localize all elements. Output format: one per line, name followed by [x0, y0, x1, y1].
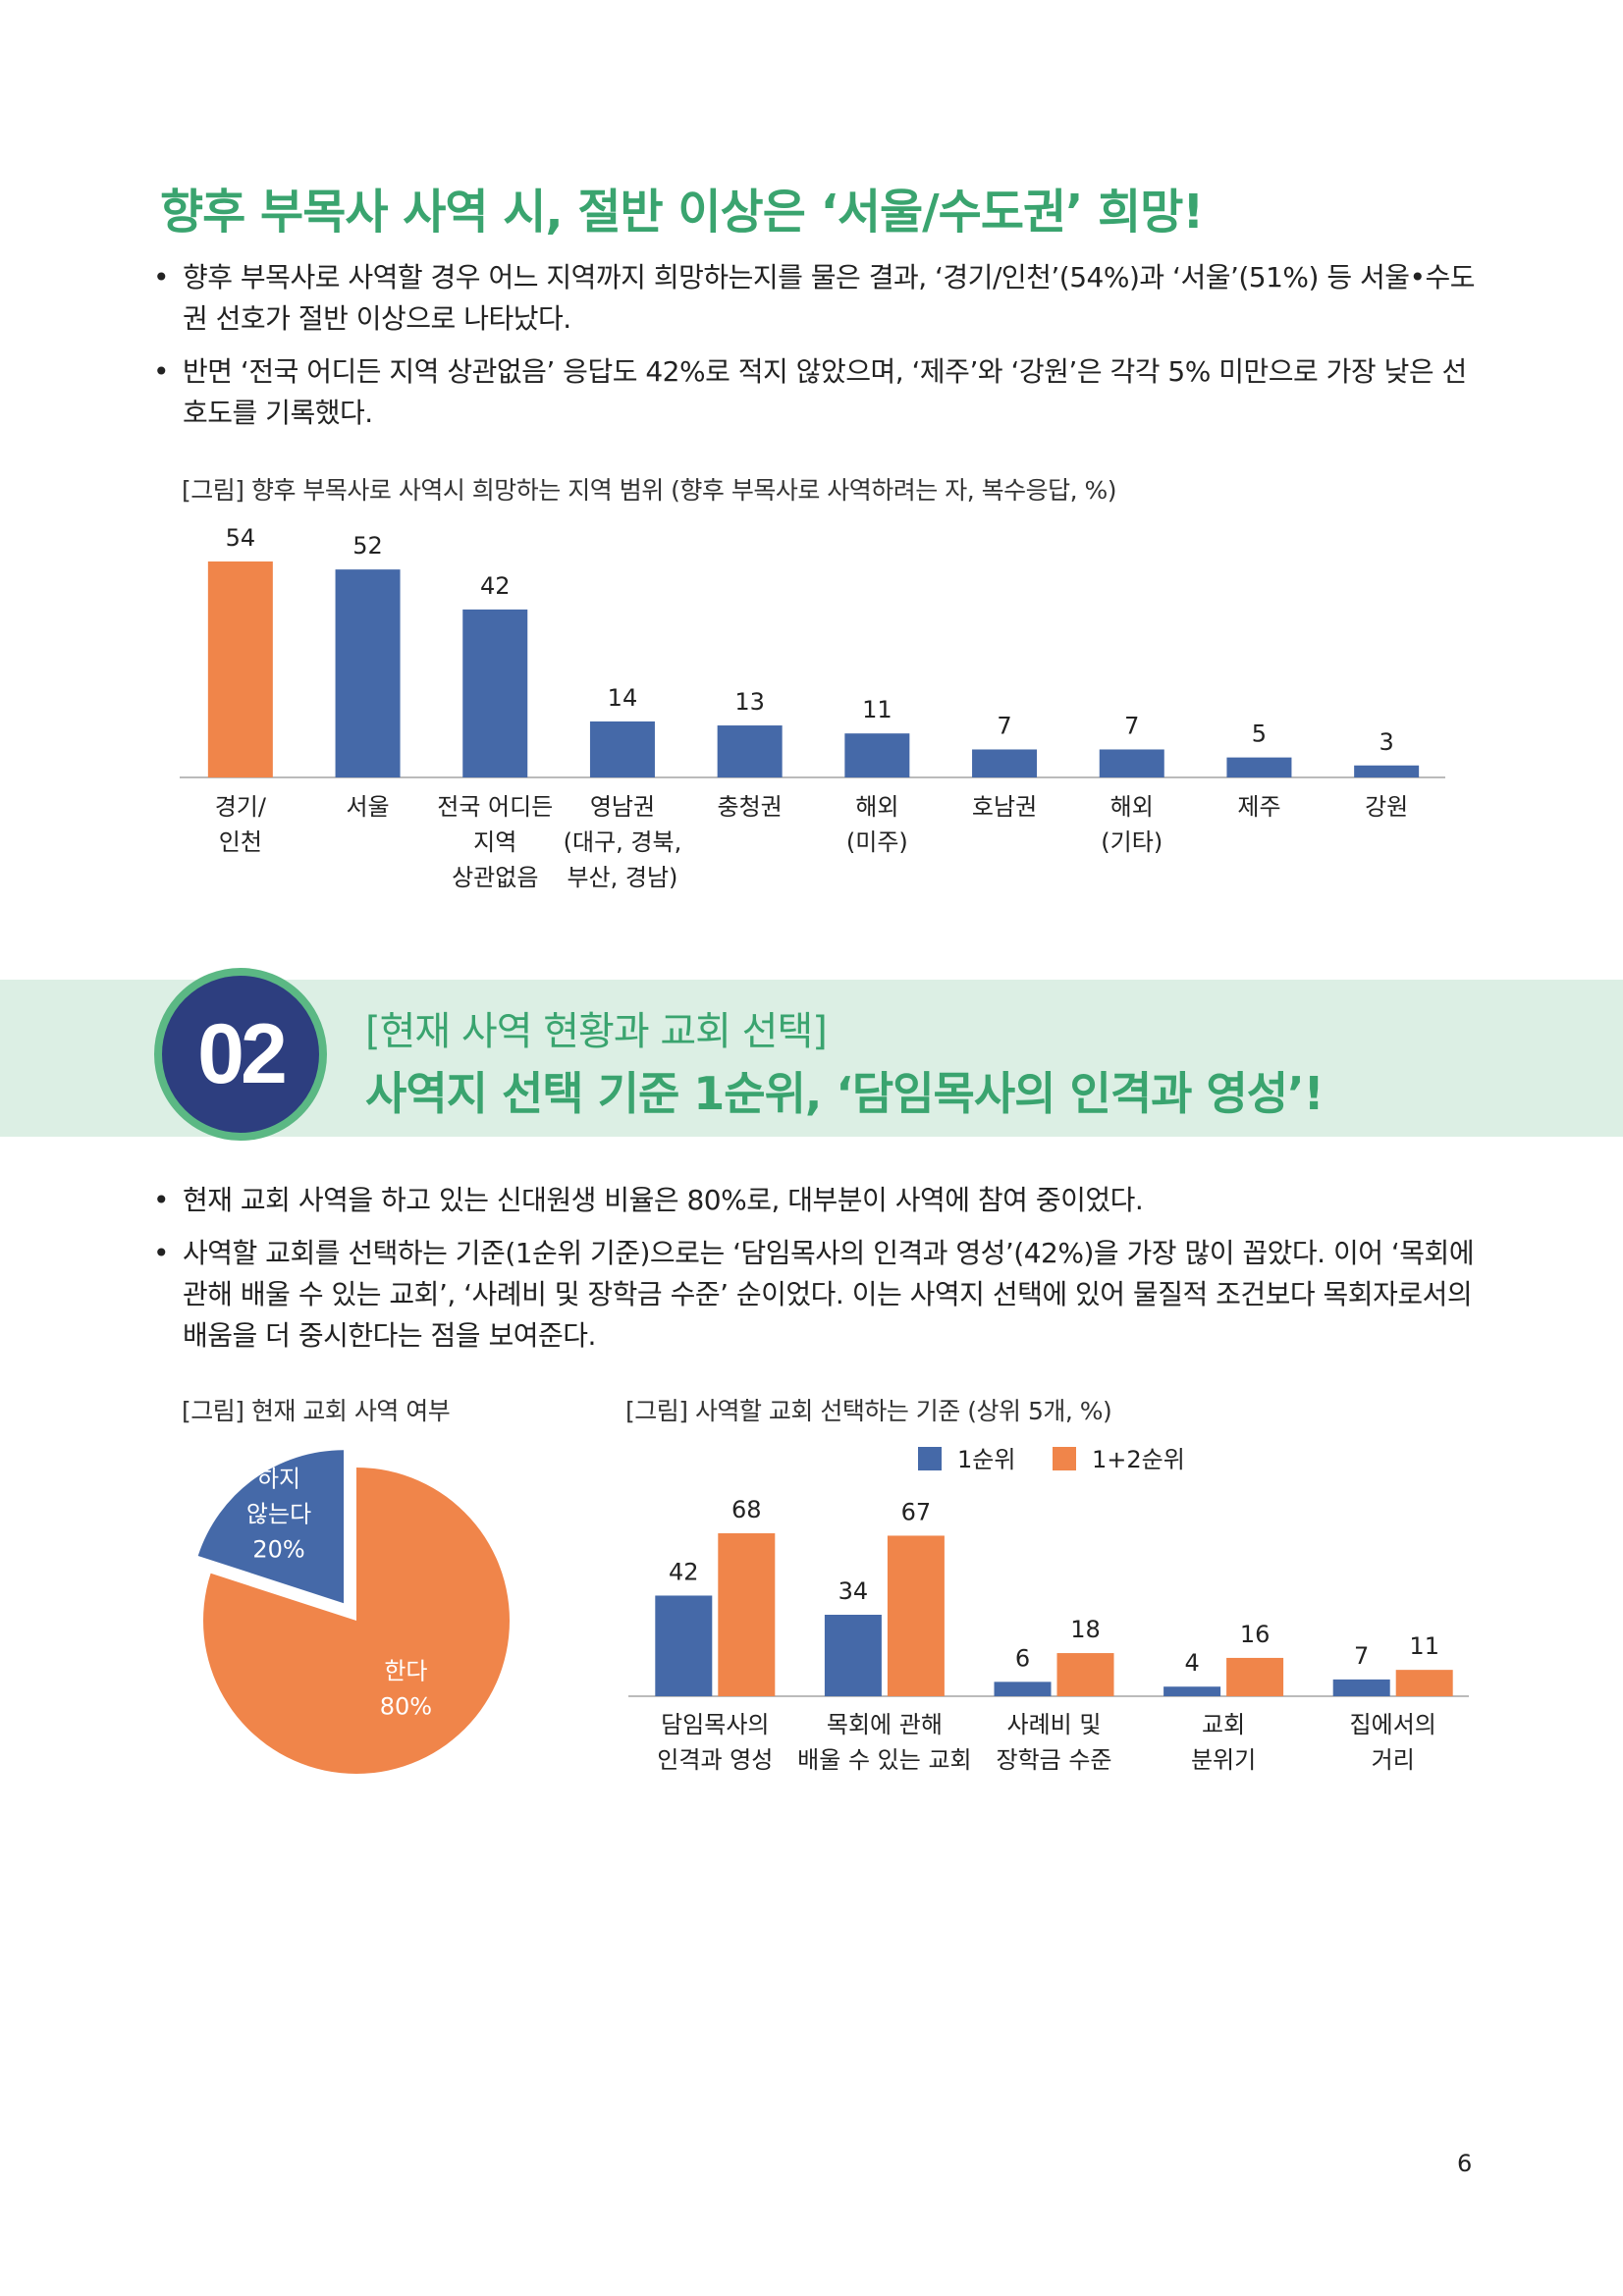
bullet-list-2: 현재 교회 사역을 하고 있는 신대원생 비율은 80%로, 대부분이 사역에 …: [147, 1180, 1483, 1368]
chart3-caption: [그림] 사역할 교회 선택하는 기준 (상위 5개, %): [625, 1397, 1112, 1425]
x-tick-label: 제주: [1237, 793, 1280, 821]
data-label: 52: [352, 532, 383, 560]
x-tick-label: 영남권: [590, 793, 655, 821]
x-tick-label: (미주): [846, 828, 908, 856]
data-label: 14: [608, 684, 638, 712]
bullet-list-1: 향후 부목사로 사역할 경우 어느 지역까지 희망하는지를 물은 결과, ‘경기…: [147, 257, 1483, 446]
bar: [207, 561, 273, 777]
x-tick-label: 지역: [473, 828, 516, 856]
bar: [1099, 749, 1164, 777]
bullet-item: 사역할 교회를 선택하는 기준(1순위 기준)으로는 ‘담임목사의 인격과 영성…: [147, 1233, 1483, 1357]
data-label: 13: [734, 688, 765, 716]
heading-regional-preference: 향후 부목사 사역 시, 절반 이상은 ‘서울/수도권’ 희망!: [160, 185, 1204, 240]
x-tick-label: 해외: [855, 793, 898, 821]
page-number: 6: [1457, 2150, 1473, 2177]
x-tick-label: 부산, 경남): [567, 864, 677, 891]
bar: [844, 733, 910, 777]
bar: [972, 749, 1038, 777]
bar: [589, 721, 655, 777]
bullet-item: 현재 교회 사역을 하고 있는 신대원생 비율은 80%로, 대부분이 사역에 …: [147, 1180, 1483, 1221]
x-tick-label: (대구, 경북,: [564, 828, 682, 856]
bar: [1226, 757, 1292, 777]
section-number-badge: 02: [154, 968, 327, 1141]
bar: [462, 609, 528, 777]
data-label: 11: [862, 696, 893, 723]
section-number: 02: [197, 1006, 288, 1101]
x-tick-label: 호남권: [972, 793, 1037, 821]
bar: [335, 569, 401, 777]
data-label: 5: [1252, 721, 1267, 748]
data-label: 3: [1380, 728, 1394, 756]
bar: [1354, 765, 1420, 777]
section-subtitle: [현재 사역 현황과 교회 선택]: [365, 1009, 828, 1054]
bar: [717, 725, 783, 777]
data-label: 42: [480, 572, 511, 600]
x-tick-label: 강원: [1365, 793, 1408, 821]
chart1-caption: [그림] 향후 부목사로 사역시 희망하는 지역 범위 (향후 부목사로 사역하…: [182, 476, 1117, 505]
bullet-item: 반면 ‘전국 어디든 지역 상관없음’ 응답도 42%로 적지 않았으며, ‘제…: [147, 351, 1483, 434]
x-tick-label: 서울: [346, 793, 389, 821]
x-tick-label: 경기/: [215, 793, 267, 821]
data-label: 7: [1124, 712, 1139, 739]
section-title: 사역지 선택 기준 1순위, ‘담임목사의 인격과 영성’!: [365, 1067, 1325, 1120]
data-label: 7: [997, 712, 1011, 739]
data-label: 54: [226, 524, 256, 552]
x-tick-label: 전국 어디든: [437, 793, 553, 821]
x-tick-label: 충청권: [718, 793, 783, 821]
x-tick-label: 인천: [219, 828, 262, 856]
x-tick-label: (기타): [1101, 828, 1163, 856]
bullet-item: 향후 부목사로 사역할 경우 어느 지역까지 희망하는지를 물은 결과, ‘경기…: [147, 257, 1483, 340]
chart2-caption: [그림] 현재 교회 사역 여부: [182, 1397, 451, 1425]
x-tick-label: 상관없음: [452, 864, 538, 891]
x-tick-label: 해외: [1110, 793, 1154, 821]
